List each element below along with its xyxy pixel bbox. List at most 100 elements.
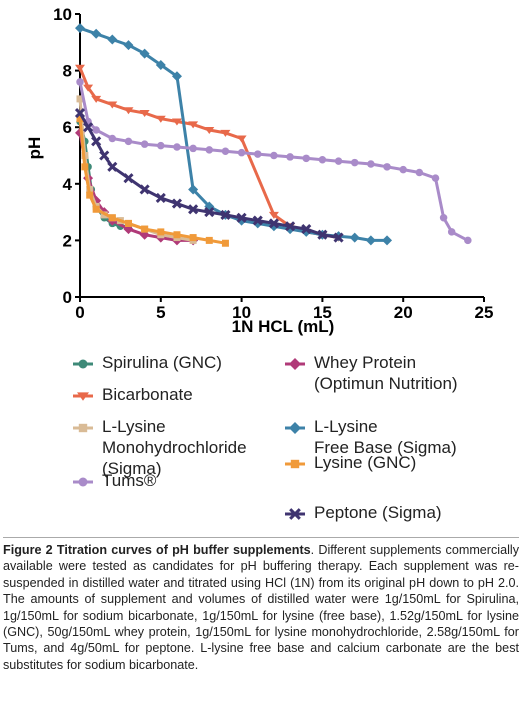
legend-label-line: Whey Protein [314, 353, 417, 372]
data-point [157, 141, 165, 150]
legend-marker [285, 422, 305, 434]
data-point [431, 174, 440, 182]
data-point [91, 95, 102, 103]
legend-marker [73, 423, 93, 433]
data-point [204, 127, 215, 135]
titration-chart: 0 2 4 6 8 10 0 5 10 15 20 25 pH 1N HCL (mL) [25, 5, 493, 336]
data-point [123, 40, 134, 51]
data-point [204, 207, 215, 218]
legend-item: Whey Protein (Optimun Nutrition) [284, 352, 458, 394]
legend-item: Peptone (Sigma) [284, 502, 442, 525]
data-point [236, 212, 247, 223]
x-tick-label: 10 [232, 303, 251, 322]
data-point [189, 144, 197, 153]
legend-marker [285, 459, 305, 469]
legend-marker-shape [78, 477, 88, 487]
legend-item: Spirulina (GNC) [72, 352, 222, 375]
data-point [76, 115, 84, 123]
y-tick-label: 6 [63, 118, 72, 137]
data-point [205, 146, 214, 154]
data-point [188, 121, 199, 129]
legend-marker [73, 359, 93, 369]
y-axis-title: pH [25, 137, 44, 160]
data-point [75, 23, 85, 34]
legend-marker-shape [289, 508, 301, 520]
data-point [76, 78, 84, 86]
legend-label-line: Tums® [102, 471, 157, 490]
data-point [124, 219, 132, 227]
x-tick-label: 15 [313, 303, 332, 322]
data-point [107, 161, 118, 172]
data-point [334, 157, 343, 165]
legend-item: Bicarbonate [72, 384, 193, 407]
data-point [237, 148, 246, 157]
data-point [76, 95, 84, 103]
data-point [220, 209, 231, 220]
data-point [74, 107, 86, 119]
data-point [318, 155, 327, 164]
data-point [173, 143, 181, 151]
legend-label-line: Bicarbonate [102, 385, 193, 404]
data-point [302, 154, 310, 163]
y-tick-label: 2 [63, 231, 72, 250]
legend-marker-shape [289, 358, 301, 370]
data-point [189, 234, 197, 242]
y-tick-label: 10 [53, 5, 72, 24]
data-point [171, 198, 183, 209]
legend-marker [73, 477, 93, 487]
legend-marker-shape [289, 422, 301, 434]
legend-item: Lysine (GNC) [284, 452, 416, 475]
data-point [108, 134, 117, 143]
x-tick-label: 20 [394, 303, 413, 322]
data-point [139, 110, 150, 118]
data-point [447, 228, 456, 236]
data-point [365, 235, 376, 246]
data-point [92, 205, 100, 213]
data-point [285, 221, 296, 232]
data-point [99, 150, 110, 161]
legend-marker-shape [78, 359, 88, 369]
y-tick-label: 0 [63, 288, 72, 307]
legend-item: Tums® [72, 470, 156, 493]
legend-label-line: Peptone (Sigma) [314, 503, 442, 522]
legend-marker [285, 358, 305, 370]
data-point [157, 228, 165, 236]
legend-label: Peptone (Sigma) [314, 502, 442, 523]
data-point [464, 236, 472, 245]
legend-label: Tums® [102, 470, 156, 491]
series-6 [76, 78, 472, 245]
legend-label: L-Lysine Free Base (Sigma) [314, 416, 457, 458]
data-point [383, 163, 391, 171]
data-point [108, 214, 116, 222]
legend-label-line: Free Base (Sigma) [314, 438, 457, 457]
legend-label-line: Lysine (GNC) [314, 453, 417, 472]
data-point [205, 236, 213, 244]
data-point [221, 239, 229, 247]
data-point [382, 235, 393, 246]
data-point [92, 126, 100, 134]
data-point [83, 84, 94, 92]
x-axis-title: 1N HCL (mL) [232, 317, 335, 336]
data-point [439, 214, 448, 222]
series-line [78, 118, 226, 245]
data-point [270, 151, 278, 160]
legend-marker-shape [78, 423, 88, 433]
legend-label-line: (Sigma) [102, 459, 162, 478]
data-point [252, 215, 263, 226]
legend-marker-shape [77, 392, 89, 401]
data-point [349, 232, 360, 243]
data-point [91, 28, 102, 39]
legend-item: L-Lysine Monohydrochloride (Sigma) [72, 416, 247, 479]
data-point [123, 173, 134, 184]
data-point [350, 158, 359, 167]
data-point [86, 191, 94, 199]
legend-label-line: L-Lysine [314, 417, 378, 436]
legend-marker [73, 392, 93, 401]
legend-label-line: Monohydrochloride [102, 438, 247, 457]
legend-item: L-Lysine Free Base (Sigma) [284, 416, 457, 458]
legend-marker-shape [290, 459, 300, 469]
data-point [139, 48, 150, 59]
legend-label: L-Lysine Monohydrochloride (Sigma) [102, 416, 247, 479]
data-point [124, 137, 133, 146]
data-point [399, 165, 407, 174]
